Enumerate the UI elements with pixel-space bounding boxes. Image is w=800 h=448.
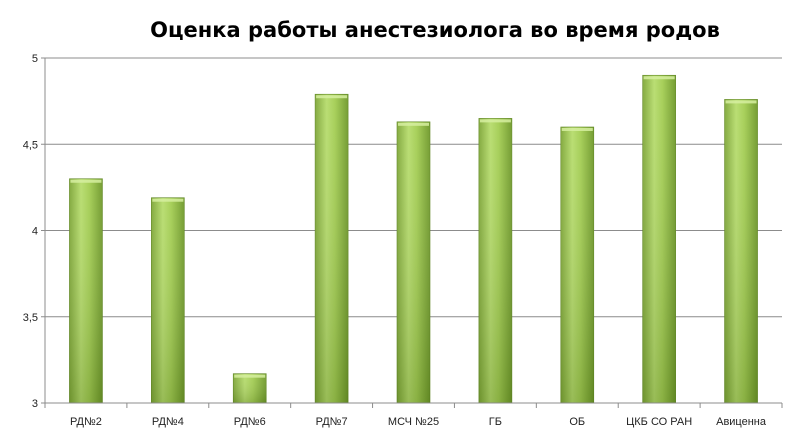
bar-shade bbox=[560, 127, 594, 403]
y-tick-label: 3,5 bbox=[23, 312, 38, 324]
bar-2 bbox=[151, 197, 185, 404]
bar-1 bbox=[69, 178, 103, 404]
x-category-label: РД№2 bbox=[70, 416, 102, 428]
bar-shade bbox=[642, 75, 676, 403]
bar-shade bbox=[69, 178, 103, 403]
bar-6 bbox=[478, 118, 513, 404]
y-tick-label: 4,5 bbox=[23, 139, 38, 151]
bar-9 bbox=[724, 99, 758, 404]
x-category-label: ГБ bbox=[489, 416, 502, 428]
x-category-label: МСЧ №25 bbox=[388, 416, 439, 428]
bar-8 bbox=[642, 74, 676, 404]
bar-highlight bbox=[152, 198, 184, 202]
bar-highlight bbox=[316, 95, 348, 99]
bar-7 bbox=[560, 126, 595, 404]
x-category-label: РД№7 bbox=[316, 416, 348, 428]
bar-shade bbox=[397, 121, 430, 403]
y-tick-label: 4 bbox=[32, 226, 38, 238]
bar-3 bbox=[232, 373, 267, 404]
x-category-label: ОБ bbox=[569, 416, 585, 428]
bar-shade bbox=[724, 99, 758, 404]
x-category-label: ЦКБ СО РАН bbox=[626, 416, 692, 428]
chart-title: Оценка работы анестезиолога во время род… bbox=[150, 18, 720, 42]
x-category-label: Авиценна bbox=[716, 416, 767, 428]
bar-4 bbox=[314, 93, 349, 404]
x-category-label: РД№6 bbox=[234, 416, 266, 428]
y-tick-label: 5 bbox=[32, 53, 38, 65]
bar-shade bbox=[151, 197, 185, 403]
x-category-label: РД№4 bbox=[152, 416, 184, 428]
bar-highlight bbox=[725, 100, 757, 104]
bar-highlight bbox=[643, 76, 675, 80]
bar-highlight bbox=[479, 119, 511, 123]
bar-shade bbox=[315, 94, 349, 403]
bar-shade bbox=[233, 373, 267, 403]
bar-shade bbox=[478, 118, 512, 403]
bar-highlight bbox=[561, 128, 593, 131]
bar-highlight bbox=[70, 179, 102, 183]
bar-5 bbox=[396, 121, 431, 404]
y-tick-label: 3 bbox=[32, 398, 38, 410]
bar-highlight bbox=[234, 374, 266, 378]
bar-highlight bbox=[398, 122, 429, 126]
